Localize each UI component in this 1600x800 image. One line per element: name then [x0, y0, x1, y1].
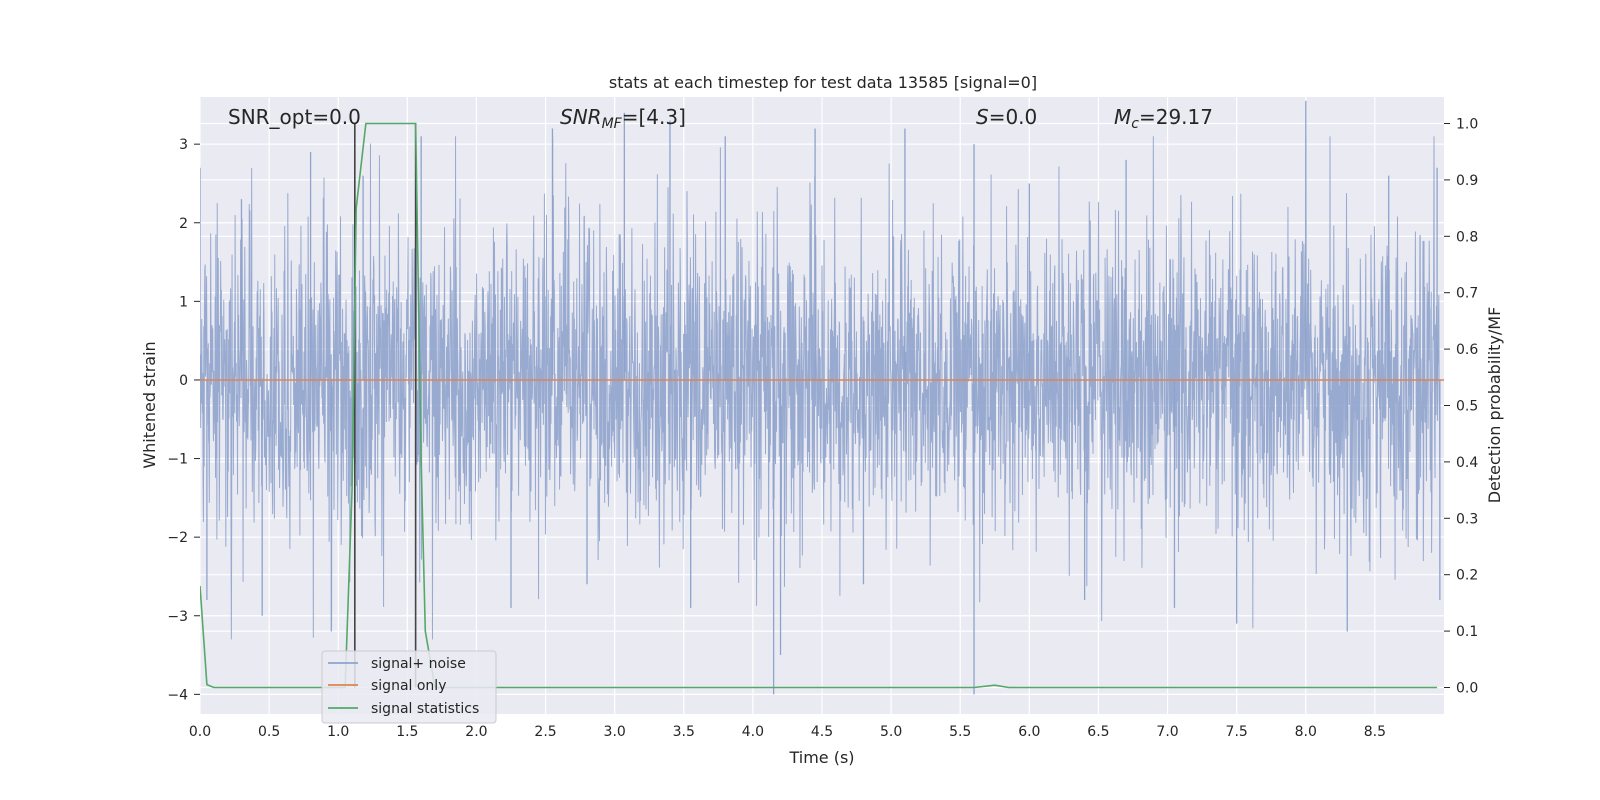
y2-tick-label: 1.0	[1456, 117, 1478, 133]
x-tick-label: 1.5	[396, 724, 418, 740]
annotation-snr-mf-value: =[4.3]	[622, 105, 686, 129]
y2-tick-label: 0.4	[1456, 455, 1478, 471]
x-tick-label: 3.5	[673, 724, 695, 740]
x-tick-label: 7.0	[1156, 724, 1178, 740]
signal-noise-series	[200, 100, 1441, 695]
signal-statistics-line	[200, 122, 1438, 689]
y-tick-label: 3	[179, 137, 188, 153]
x-tick-label: 0.0	[189, 724, 211, 740]
y2-tick-label: 0.8	[1456, 229, 1478, 245]
y-tick-label: −1	[167, 452, 188, 468]
annotation-mc-sub: c	[1131, 116, 1139, 132]
x-tick-label: 6.0	[1018, 724, 1040, 740]
x-tick-label: 6.5	[1087, 724, 1109, 740]
legend-label-signal-only: signal only	[371, 678, 446, 694]
y2-tick-label: 0.9	[1456, 173, 1478, 189]
annotation-snr-mf-sub: MF	[602, 116, 623, 132]
annotation-s: S=0.0	[976, 105, 1037, 129]
y-tick-label: −2	[167, 530, 188, 546]
x-tick-label: 2.0	[465, 724, 487, 740]
y-tick-labels: 3 2 1 0 −1 −2 −3 −4	[167, 137, 200, 703]
x-tick-label: 5.0	[880, 724, 902, 740]
y-tick-label: 1	[179, 294, 188, 310]
x-tick-label: 2.5	[534, 724, 556, 740]
annotation-mc-main: M	[1114, 105, 1131, 129]
y2-tick-label: 0.6	[1456, 342, 1478, 358]
signal-noise-line	[200, 136, 1441, 640]
annotation-s-main: S	[976, 105, 989, 129]
y-axis-label: Whitened strain	[140, 341, 159, 468]
y2-tick-label: 0.3	[1456, 511, 1478, 527]
y2-tick-label: 0.0	[1456, 680, 1478, 696]
legend-label-signal-statistics: signal statistics	[371, 701, 479, 717]
x-axis-label: Time (s)	[788, 748, 854, 767]
y2-axis-label: Detection probability/MF	[1485, 307, 1504, 504]
annotation-mc-value: =29.17	[1139, 105, 1213, 129]
annotation-snr-mf-main: SNR	[560, 105, 602, 129]
x-tick-label: 7.5	[1226, 724, 1248, 740]
y-tick-label: 0	[179, 373, 188, 389]
x-tick-label: 1.0	[327, 724, 349, 740]
annotation-mc: Mc=29.17	[1114, 105, 1213, 132]
vertical-markers	[354, 123, 417, 688]
signal-noise-spikes	[200, 100, 1441, 695]
x-tick-label: 0.5	[258, 724, 280, 740]
chart-title: stats at each timestep for test data 135…	[609, 73, 1037, 92]
y-tick-label: −3	[167, 609, 188, 625]
annotation-snr-opt: SNR_opt=0.0	[228, 105, 361, 129]
y2-tick-label: 0.5	[1456, 399, 1478, 415]
y2-tick-labels: 1.0 0.9 0.8 0.7 0.6 0.5 0.4 0.3 0.2 0.1 0.0	[1444, 117, 1478, 696]
x-tick-label: 4.5	[811, 724, 833, 740]
y-tick-label: −4	[167, 687, 188, 703]
y-tick-label: 2	[179, 216, 188, 232]
legend-label-signal-noise: signal+ noise	[371, 656, 466, 672]
annotation-s-value: =0.0	[989, 105, 1038, 129]
x-tick-label: 4.0	[742, 724, 764, 740]
legend: signal+ noise signal only signal statist…	[321, 650, 497, 724]
x-tick-labels: 0.0 0.5 1.0 1.5 2.0 2.5 3.0 3.5 4.0 4.5 5.0 5.5 6.0 6…	[189, 724, 1386, 740]
y2-tick-label: 0.1	[1456, 624, 1478, 640]
y2-tick-label: 0.2	[1456, 568, 1478, 584]
x-tick-label: 8.5	[1364, 724, 1386, 740]
x-tick-label: 8.0	[1295, 724, 1317, 740]
y2-tick-label: 0.7	[1456, 286, 1478, 302]
x-tick-label: 5.5	[949, 724, 971, 740]
x-tick-label: 3.0	[604, 724, 626, 740]
annotation-snr-mf: SNRMF=[4.3]	[560, 105, 686, 132]
legend-box	[321, 650, 497, 724]
